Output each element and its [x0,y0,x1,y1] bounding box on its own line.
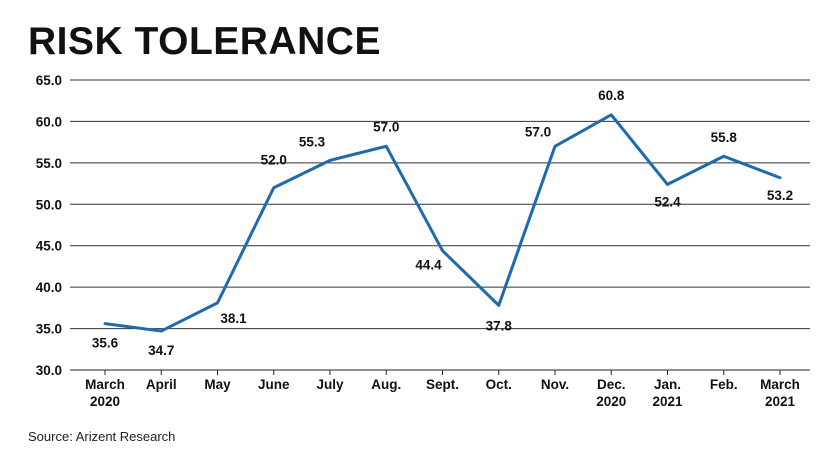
data-labels: 35.6 34.7 38.1 52.0 55.3 57.0 44.4 37.8 57.0 60.8… [92,88,793,358]
x-tick-label: June [258,377,290,392]
data-label: 44.4 [415,258,442,273]
data-label: 52.0 [261,153,287,168]
series-line [103,113,782,333]
x-axis: March 2020 April May June July Aug. Sept. Oct. No… [85,370,800,409]
x-tick-label: May [204,377,231,392]
data-point [272,186,275,189]
x-tick-label: Aug. [371,377,401,392]
data-point [216,301,219,305]
x-tick-label: Feb. [710,377,738,392]
data-point [778,176,782,179]
y-tick-label: 45.0 [36,239,62,254]
data-label: 34.7 [148,343,174,358]
data-point [385,145,388,148]
x-tick-label: 2021 [652,394,683,409]
x-tick-label: July [316,377,344,392]
data-point [610,113,613,117]
x-tick-label: 2020 [596,394,626,409]
x-tick-label: 2020 [90,394,120,409]
y-tick-label: 50.0 [36,197,62,212]
y-tick-label: 65.0 [36,73,62,88]
y-tick-label: 30.0 [36,363,62,378]
y-tick-label: 55.0 [36,156,62,171]
y-tick-label: 60.0 [36,114,62,129]
data-point [553,145,557,148]
x-tick-label: Nov. [541,377,569,392]
line-chart: 65.0 60.0 55.0 50.0 45.0 40.0 35.0 30.0 March 20… [36,73,810,409]
data-point [328,159,332,162]
source-note: Source: Arizent Research [28,429,176,444]
data-point [160,329,163,333]
data-label: 35.6 [92,336,119,351]
y-tick-label: 35.0 [36,322,62,337]
x-tick-label: Sept. [426,377,459,392]
data-label: 37.8 [486,318,513,333]
x-tick-label: 2021 [765,394,796,409]
x-tick-label: March [85,377,125,392]
y-tick-label: 40.0 [36,280,62,295]
data-label: 55.3 [299,134,326,149]
x-tick-label: Oct. [486,377,512,392]
data-label: 55.8 [711,130,738,145]
series-line-group [103,113,782,333]
chart-title: RISK TOLERANCE [28,20,381,63]
data-label: 60.8 [598,88,625,103]
data-point [441,249,444,252]
x-tick-label: Dec. [597,377,626,392]
data-label: 52.4 [654,194,681,209]
data-point [722,155,725,158]
data-point [103,322,107,325]
data-label: 53.2 [767,188,793,203]
data-label: 38.1 [220,311,247,326]
x-tick-label: March [760,377,800,392]
data-label: 57.0 [373,119,399,134]
grid-lines [70,79,810,371]
x-tick-label: Jan. [654,377,681,392]
data-label: 57.0 [525,124,551,139]
data-point [666,183,669,186]
x-tick-label: April [146,377,177,392]
y-axis: 65.0 60.0 55.0 50.0 45.0 40.0 35.0 30.0 [36,73,62,378]
data-point [497,304,500,307]
